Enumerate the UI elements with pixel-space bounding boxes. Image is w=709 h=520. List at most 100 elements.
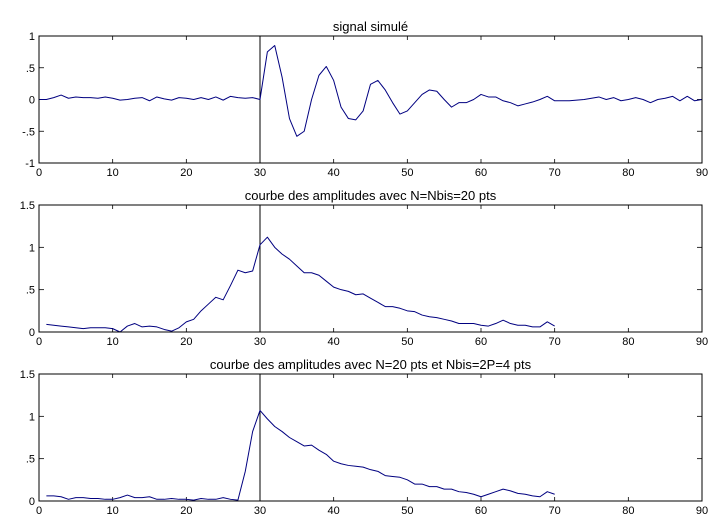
data-point <box>119 497 120 498</box>
data-point <box>510 102 511 103</box>
data-point <box>134 323 135 324</box>
data-point <box>178 499 179 500</box>
data-point <box>289 259 290 260</box>
data-point <box>488 325 489 326</box>
data-point <box>164 98 165 99</box>
data-point <box>193 99 194 100</box>
data-point <box>657 99 658 100</box>
data-point <box>672 96 673 97</box>
data-point <box>259 410 260 411</box>
data-point <box>61 496 62 497</box>
data-point <box>245 98 246 99</box>
data-point <box>554 494 555 495</box>
data-point <box>68 98 69 99</box>
data-point <box>547 491 548 492</box>
data-point <box>274 45 275 46</box>
data-point <box>296 441 297 442</box>
data-point <box>318 450 319 451</box>
y-tick-label: 1.5 <box>20 369 35 381</box>
x-tick-label: 10 <box>107 336 119 348</box>
x-tick-label: 40 <box>328 505 340 517</box>
chart-title: courbe des amplitudes avec N=Nbis=20 pts <box>245 188 497 203</box>
x-tick-label: 60 <box>475 167 487 179</box>
data-point <box>127 494 128 495</box>
x-tick-label: 90 <box>696 167 708 179</box>
data-point <box>628 99 629 100</box>
data-point <box>444 99 445 100</box>
x-tick-label: 40 <box>328 167 340 179</box>
data-point <box>363 467 364 468</box>
data-point <box>112 98 113 99</box>
data-point <box>208 303 209 304</box>
x-tick-label: 90 <box>696 336 708 348</box>
data-point <box>230 285 231 286</box>
data-point <box>97 98 98 99</box>
data-point <box>620 100 621 101</box>
data-point <box>171 100 172 101</box>
data-point <box>532 326 533 327</box>
data-point <box>451 489 452 490</box>
data-point <box>333 461 334 462</box>
data-point <box>399 308 400 309</box>
y-tick-label: 1 <box>29 242 35 254</box>
series-line <box>39 45 703 137</box>
x-tick-label: 90 <box>696 505 708 517</box>
data-point <box>392 102 393 103</box>
x-tick-label: 50 <box>401 336 413 348</box>
data-point <box>282 77 283 78</box>
x-tick-label: 70 <box>549 505 561 517</box>
data-point <box>304 272 305 273</box>
data-point <box>694 100 695 101</box>
data-point <box>97 327 98 328</box>
data-point <box>75 327 76 328</box>
data-point <box>606 99 607 100</box>
data-point <box>340 289 341 290</box>
data-point <box>105 499 106 500</box>
data-point <box>436 91 437 92</box>
data-point <box>385 89 386 90</box>
data-point <box>635 97 636 98</box>
data-point <box>377 80 378 81</box>
data-point <box>348 291 349 292</box>
data-point <box>311 445 312 446</box>
data-point <box>363 293 364 294</box>
data-point <box>421 314 422 315</box>
y-tick-label: 0 <box>29 95 35 107</box>
data-point <box>134 98 135 99</box>
x-tick-label: 80 <box>622 167 634 179</box>
x-tick-label: 70 <box>549 336 561 348</box>
data-point <box>414 102 415 103</box>
data-point <box>473 323 474 324</box>
data-point <box>142 497 143 498</box>
x-tick-label: 20 <box>180 167 192 179</box>
data-point <box>164 329 165 330</box>
data-point <box>355 119 356 120</box>
data-point <box>200 498 201 499</box>
data-point <box>149 325 150 326</box>
data-point <box>495 323 496 324</box>
data-point <box>90 97 91 98</box>
data-point <box>208 99 209 100</box>
data-point <box>591 98 592 99</box>
data-point <box>554 325 555 326</box>
data-point <box>282 254 283 255</box>
data-point <box>480 94 481 95</box>
data-point <box>532 495 533 496</box>
data-point <box>333 80 334 81</box>
data-point <box>495 96 496 97</box>
data-point <box>304 445 305 446</box>
data-point <box>267 51 268 52</box>
data-point <box>156 96 157 97</box>
data-point <box>127 325 128 326</box>
data-point <box>142 326 143 327</box>
data-point <box>215 499 216 500</box>
data-point <box>385 475 386 476</box>
x-tick-label: 30 <box>254 167 266 179</box>
data-point <box>642 99 643 100</box>
data-point <box>355 466 356 467</box>
chart-panel-2: courbe des amplitudes avec N=Nbis=20 pts… <box>20 188 708 348</box>
x-tick-label: 30 <box>254 336 266 348</box>
x-tick-label: 20 <box>180 336 192 348</box>
data-point <box>97 498 98 499</box>
